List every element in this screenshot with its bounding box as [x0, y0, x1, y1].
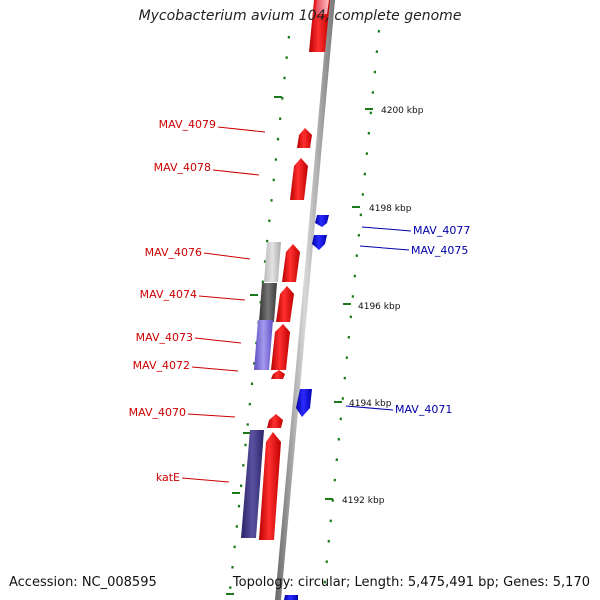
forward-genes	[259, 0, 330, 540]
accession-text: Accession: NC_008595	[9, 575, 157, 590]
gene-arrow-top-pink	[315, 0, 329, 14]
gene-mav4077	[315, 215, 329, 227]
gene-label[interactable]: katE	[156, 471, 180, 484]
scale-label: 4194 kbp	[349, 399, 392, 409]
gene-mav4074	[276, 286, 294, 322]
map-title: Mycobacterium avium 104, complete genome	[138, 8, 462, 24]
gene-mav4070	[267, 414, 283, 428]
gene-label[interactable]: MAV_4072	[133, 359, 190, 372]
topology-text: Topology: circular; Length: 5,475,491 bp…	[232, 575, 590, 590]
gene-label[interactable]: MAV_4073	[136, 331, 193, 344]
inner-tick-track	[227, 35, 291, 600]
gene-mav4078	[290, 158, 308, 200]
gene-label[interactable]: MAV_4076	[145, 246, 202, 259]
gene-mav4079	[297, 128, 312, 148]
gene-mav4076	[282, 244, 300, 282]
genome-backbone	[275, 0, 335, 600]
gene-label[interactable]: MAV_4071	[395, 403, 452, 416]
right-leader-lines	[345, 226, 412, 411]
outer-tick-track	[321, 29, 381, 600]
scale-labels: 4200 kbp 4198 kbp 4196 kbp 4194 kbp 4192…	[342, 106, 424, 506]
gene-mav4073	[271, 324, 290, 370]
scale-label: 4196 kbp	[358, 302, 401, 312]
reverse-genes	[284, 215, 329, 600]
gene-label[interactable]: MAV_4077	[413, 224, 470, 237]
gene-mav4071	[296, 389, 312, 417]
scale-label: 4198 kbp	[369, 204, 412, 214]
inner-track-features	[241, 242, 281, 538]
gene-bottom-blue	[284, 595, 298, 600]
gene-label[interactable]: MAV_4078	[154, 161, 211, 174]
scale-label: 4192 kbp	[342, 496, 385, 506]
gene-mav4075	[312, 235, 327, 250]
gene-label[interactable]: MAV_4075	[411, 244, 468, 257]
gene-labels-right: MAV_4077 MAV_4075 MAV_4071	[395, 224, 470, 416]
gene-label[interactable]: MAV_4079	[159, 118, 216, 131]
gene-mav4072	[271, 370, 285, 379]
scale-label: 4200 kbp	[381, 106, 424, 116]
gene-labels-left: MAV_4079 MAV_4078 MAV_4076 MAV_4074 MAV_…	[129, 118, 216, 484]
gene-kate	[259, 432, 281, 540]
gene-label[interactable]: MAV_4070	[129, 406, 186, 419]
major-ticks	[226, 96, 373, 595]
gene-label[interactable]: MAV_4074	[140, 288, 197, 301]
left-leader-lines	[181, 126, 266, 483]
